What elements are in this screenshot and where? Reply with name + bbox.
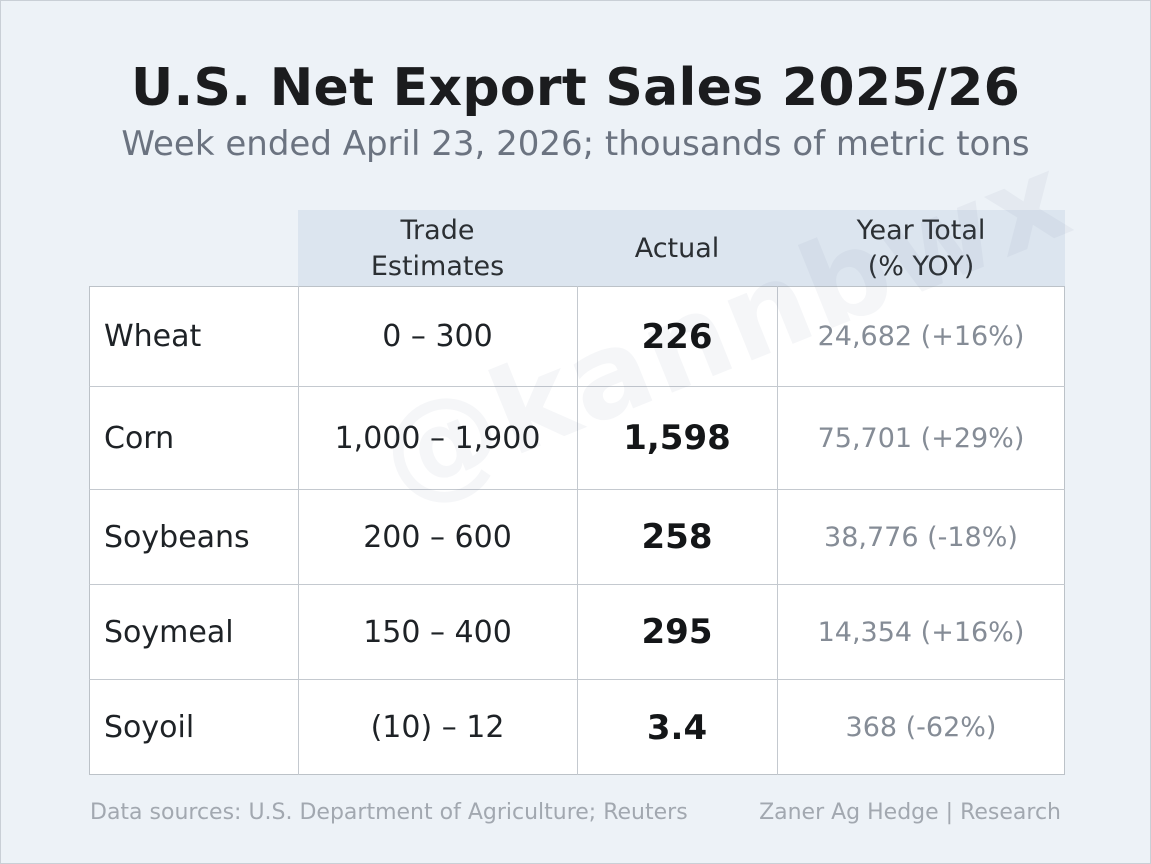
commodity-name: Wheat: [104, 319, 202, 354]
credit-note: Zaner Ag Hedge | Research: [759, 800, 1061, 825]
trade-estimate-range: (10) – 12: [370, 710, 505, 745]
year-total-value: 14,354 (+16%): [817, 616, 1025, 648]
actual-value: 1,598: [623, 418, 731, 458]
year-total-value: 368 (-62%): [845, 712, 997, 743]
trade-estimate-range: 1,000 – 1,900: [334, 420, 541, 456]
table-header-band: [298, 210, 1065, 287]
column-header-year-total: Year Total (% YOY): [856, 214, 986, 282]
actual-value: 295: [641, 612, 713, 652]
actual-value: 226: [641, 316, 713, 357]
commodity-name: Soybeans: [104, 519, 250, 555]
column-header-actual: Actual: [634, 232, 720, 264]
commodity-name: Soymeal: [104, 614, 234, 650]
column-divider: [298, 286, 299, 775]
column-header-trade-estimates: Trade Estimates: [370, 214, 505, 282]
year-total-value: 75,701 (+29%): [817, 422, 1025, 454]
actual-value: 258: [641, 517, 713, 557]
year-total-value: 24,682 (+16%): [817, 321, 1025, 352]
trade-estimate-range: 0 – 300: [382, 319, 493, 354]
page-title: U.S. Net Export Sales 2025/26: [130, 58, 1021, 118]
column-divider: [777, 286, 778, 775]
trade-estimate-range: 150 – 400: [363, 614, 512, 650]
year-total-value: 38,776 (-18%): [824, 521, 1018, 553]
page-subtitle: Week ended April 23, 2026; thousands of …: [121, 124, 1030, 164]
commodity-name: Corn: [104, 420, 175, 456]
trade-estimate-range: 200 – 600: [363, 519, 512, 555]
column-divider: [577, 286, 578, 775]
commodity-name: Soyoil: [104, 710, 195, 745]
actual-value: 3.4: [646, 707, 708, 748]
data-sources-note: Data sources: U.S. Department of Agricul…: [90, 800, 688, 825]
